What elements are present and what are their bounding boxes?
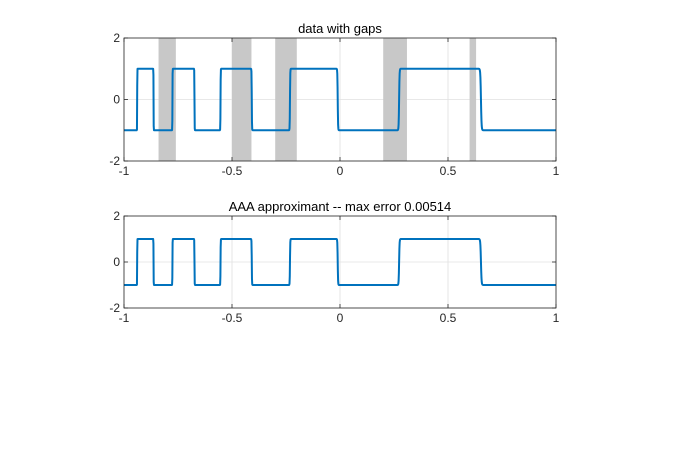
- y-tick-label: 0: [113, 255, 120, 269]
- bottom-panel-aaa-approximant: -1 -0.5 0 0.5 1 -2 0 2 AAA approximant -- max er…: [109, 199, 559, 325]
- top-panel-data-with-gaps: -1 -0.5 0 0.5 1 -2 0 2 data with gaps: [109, 21, 559, 178]
- x-tick-label: -1: [119, 164, 130, 178]
- x-tick-label: 0.5: [440, 311, 457, 325]
- x-tick-label: -0.5: [222, 311, 243, 325]
- gap-band: [383, 38, 407, 161]
- x-tick-label: 0.5: [440, 164, 457, 178]
- y-tick-label: 0: [113, 93, 120, 107]
- chart-title: AAA approximant -- max error 0.00514: [229, 199, 452, 214]
- x-tick-label: 1: [553, 311, 560, 325]
- x-tick-label: 1: [553, 164, 560, 178]
- x-tick-label: -0.5: [222, 164, 243, 178]
- y-tick-label: 2: [113, 209, 120, 223]
- gap-band: [275, 38, 297, 161]
- x-tick-label: 0: [337, 164, 344, 178]
- x-tick-label: 0: [337, 311, 344, 325]
- series-line: [123, 67, 557, 132]
- gap-band: [469, 38, 477, 161]
- series-line: [123, 238, 557, 286]
- y-tick-label: -2: [109, 154, 120, 168]
- chart-title: data with gaps: [298, 21, 382, 36]
- y-tick-label: -2: [109, 301, 120, 315]
- x-tick-label: -1: [119, 311, 130, 325]
- y-tick-label: 2: [113, 31, 120, 45]
- gap-band: [232, 38, 252, 161]
